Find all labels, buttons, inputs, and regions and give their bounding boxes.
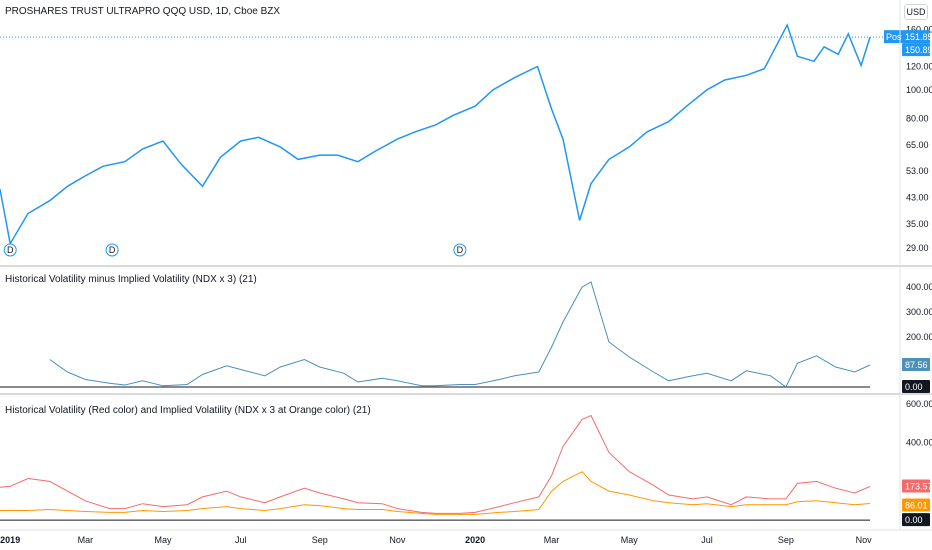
price-tick-label: 35.00 (906, 219, 929, 229)
symbol-title[interactable]: PROSHARES TRUST ULTRAPRO QQQ USD, 1D, Cb… (5, 6, 280, 17)
iv-last-tag: 86.01 (905, 501, 928, 511)
time-axis-label: Sep (778, 535, 794, 545)
time-axis-label: Nov (856, 535, 873, 545)
hv-and-iv-tick-label: 600.00 (906, 399, 932, 409)
time-axis-label: Mar (78, 535, 94, 545)
hv-minus-iv-title: Historical Volatility minus Implied Vola… (5, 274, 257, 285)
dividend-marker-label: D (7, 245, 14, 255)
price-tick-label: 120.00 (906, 62, 932, 72)
post-label-bg (884, 30, 902, 44)
historical-volatility-line (0, 414, 871, 514)
implied-volatility-line (0, 471, 871, 515)
time-axis-label: Nov (389, 535, 406, 545)
post-price-tag: 151.85 (905, 32, 932, 42)
dividend-marker[interactable] (105, 243, 119, 257)
hv-last-tag: 173.57 (905, 482, 932, 492)
hv-and-iv-title: Historical Volatility (Red color) and Im… (5, 405, 371, 416)
hv-minus-iv-last-tag-bg (902, 358, 930, 371)
time-axis-label: Jul (235, 535, 247, 545)
hv-and-iv-pane: 600.00 400.00 173.57 86.01 0.00 (0, 399, 932, 527)
hv-minus-iv-last-tag: 87.56 (905, 360, 928, 370)
hv-and-iv-tick-label: 400.00 (906, 438, 932, 448)
last-price-tag: 150.89 (905, 45, 932, 55)
hv-minus-iv-pane: 400.00 300.00 200.00 87.56 0.00 (0, 281, 932, 393)
time-axis-label: May (621, 535, 639, 545)
price-tick-label: 160.00 (906, 25, 932, 35)
price-tick-label: 43.00 (906, 193, 929, 203)
hv-minus-iv-zero-tag: 0.00 (905, 382, 923, 392)
post-label: Post (886, 32, 905, 42)
hv-minus-iv-tick-label: 300.00 (906, 307, 932, 317)
dividend-marker-label: D (457, 245, 464, 255)
last-price-tag-bg (902, 43, 930, 57)
price-tick-label: 29.00 (906, 243, 929, 253)
time-axis: 2019 Mar May Jul Sep Nov 2020 Mar May Jul Sep Nov (0, 535, 872, 545)
price-tick-label: 80.00 (906, 113, 929, 123)
hv-minus-iv-tick-label: 200.00 (906, 332, 932, 342)
time-axis-label: Jul (701, 535, 713, 545)
price-series-line (0, 23, 871, 246)
currency-button[interactable]: USD (904, 4, 928, 20)
hv-minus-iv-zero-tag-bg (902, 380, 930, 393)
price-pane: 160.00 120.00 100.00 80.00 65.00 53.00 43.00 35… (0, 23, 932, 257)
hv-minus-iv-series-line (49, 281, 871, 388)
time-axis-label: May (155, 535, 173, 545)
hv-minus-iv-tick-label: 400.00 (906, 282, 932, 292)
hv-and-iv-zero-tag-bg (902, 513, 930, 527)
hv-last-tag-bg (902, 479, 930, 493)
dividend-marker[interactable] (453, 243, 467, 257)
dividend-marker-label: D (109, 245, 116, 255)
time-axis-label: Sep (312, 535, 328, 545)
dividend-marker[interactable] (3, 243, 17, 257)
post-price-tag-bg (902, 30, 930, 44)
price-tick-label: 100.00 (906, 85, 932, 95)
price-tick-label: 65.00 (906, 140, 929, 150)
hv-and-iv-zero-tag: 0.00 (905, 515, 923, 525)
time-axis-label: 2020 (465, 535, 485, 545)
time-axis-label: Mar (544, 535, 560, 545)
iv-last-tag-bg (902, 498, 930, 512)
price-tick-label: 53.00 (906, 166, 929, 176)
time-axis-label: 2019 (0, 535, 20, 545)
